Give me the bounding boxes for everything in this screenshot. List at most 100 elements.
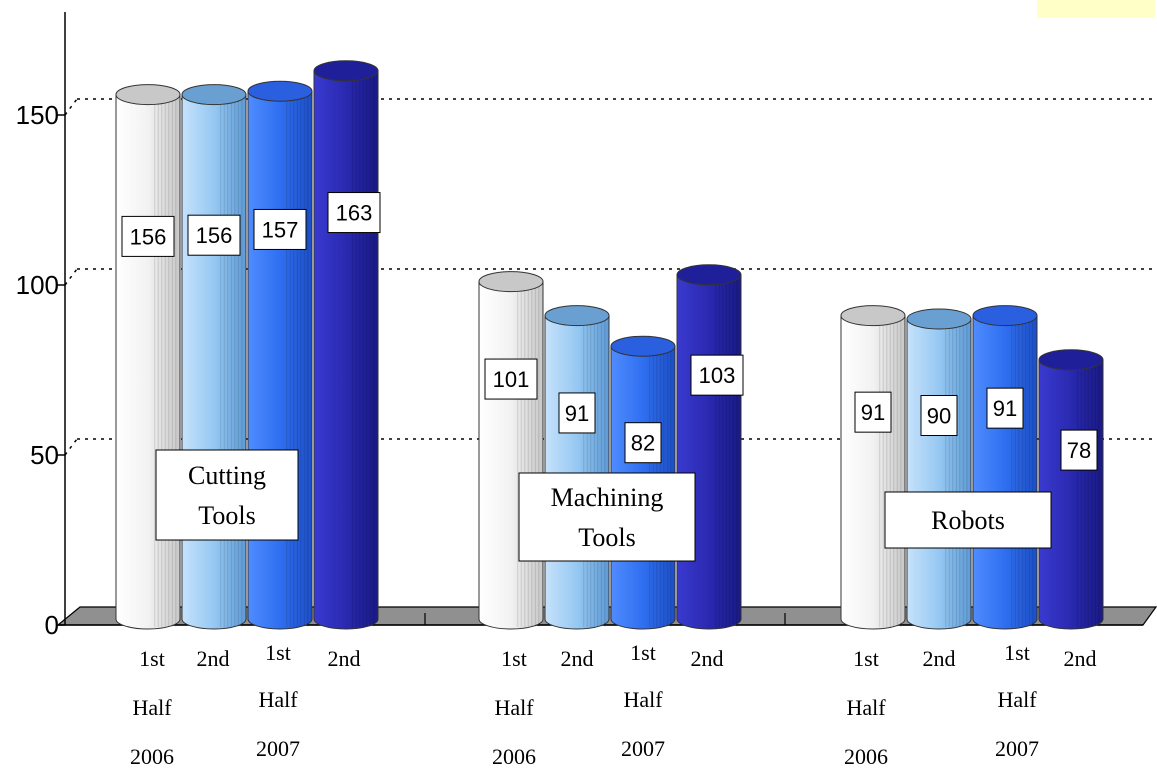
bar [181,84,247,630]
bar-top [181,84,247,106]
bar-top [247,80,313,102]
data-label-box [986,387,1024,429]
bar-body [676,274,742,630]
data-label-box [187,214,241,256]
bar-top [906,308,972,330]
period-label: 2006 [844,744,888,769]
category-label-box [155,449,299,541]
period-label: 2007 [256,736,300,761]
period-label: 2nd [923,646,956,671]
bar-body [247,90,313,630]
period-label: 2nd [197,646,230,671]
bar-top [1038,349,1104,371]
data-label: 90 [927,404,951,429]
data-label-box [121,215,175,257]
category-label: Machining [551,483,664,512]
data-label: 91 [861,400,885,425]
bar-body [313,70,379,630]
category-label-box [518,472,696,562]
data-label: 156 [130,224,167,249]
period-label: Half [132,695,172,720]
data-label: 78 [1067,438,1091,463]
data-label-box [854,391,892,433]
bar-body [544,315,610,630]
category-label: Robots [931,506,1005,535]
data-label-box [624,422,662,464]
period-label: 2007 [995,736,1039,761]
period-label: 1st [630,640,656,665]
bar [906,308,972,630]
period-label: Half [258,687,298,712]
bar [676,264,742,630]
bar [313,60,379,630]
gridline-diag [64,438,78,456]
bar-body [972,315,1038,630]
category-label: Tools [578,523,635,552]
data-label-box [558,392,596,434]
bar-top [610,335,676,357]
bar-top [313,60,379,82]
period-label: 2nd [561,646,594,671]
category-label: Tools [198,501,255,530]
gridline-diag [64,268,78,286]
gridline-diag [64,98,78,116]
data-label: 103 [699,363,736,388]
y-tick-label: 0 [45,610,59,640]
period-label: 1st [139,646,165,671]
bar-body [115,94,181,630]
bar [544,305,610,630]
data-label: 101 [493,367,530,392]
bar-body [181,94,247,630]
period-label: Half [846,695,886,720]
data-label: 82 [631,431,655,456]
y-tick-label: 50 [30,440,59,470]
bar-body [906,318,972,630]
data-label-box [920,395,958,436]
note-box [1037,0,1155,18]
period-label: 2006 [130,744,174,769]
y-tick-label: 100 [16,270,59,300]
bar [478,271,544,630]
bar-body [1038,359,1104,630]
x-label-layer: 1st Half 2006 2nd 1st Half 2007 2nd 1st Half 2006 2… [130,640,1097,769]
bar [247,80,313,630]
data-label: 156 [196,223,233,248]
y-tick-label: 150 [16,100,59,130]
bar [972,305,1038,630]
category-label-box [884,491,1052,549]
data-label-box [690,354,744,396]
data-label-box [253,208,307,250]
bar [115,84,181,630]
category-label: Cutting [188,461,266,490]
bar-top [115,84,181,106]
bar-top [676,264,742,286]
period-label: Half [494,695,534,720]
period-label: 1st [1004,640,1030,665]
bar-body [840,315,906,630]
period-label: Half [997,687,1037,712]
grid-layer [64,98,1157,456]
bar-top [840,305,906,327]
period-label: 2nd [1064,646,1097,671]
bar-top [478,271,544,293]
label-layer: 156 156 157 163 101 91 82 103 91 90 91 78 Cutting Too… [121,192,1098,562]
data-label: 163 [336,201,373,226]
data-label-box [484,358,538,400]
data-label-box [1060,429,1098,471]
period-label: 1st [501,646,527,671]
period-label: 2nd [328,646,361,671]
bar-body [478,281,544,630]
data-label: 91 [993,396,1017,421]
data-label: 157 [262,217,299,242]
bar [1038,349,1104,630]
period-label: 1st [853,646,879,671]
period-label: 2007 [621,736,665,761]
bar [840,305,906,630]
period-label: 2nd [691,646,724,671]
bar-top [972,305,1038,327]
data-label: 91 [565,401,589,426]
period-label: 1st [265,640,291,665]
data-label-box [327,192,381,234]
period-label: Half [623,687,663,712]
